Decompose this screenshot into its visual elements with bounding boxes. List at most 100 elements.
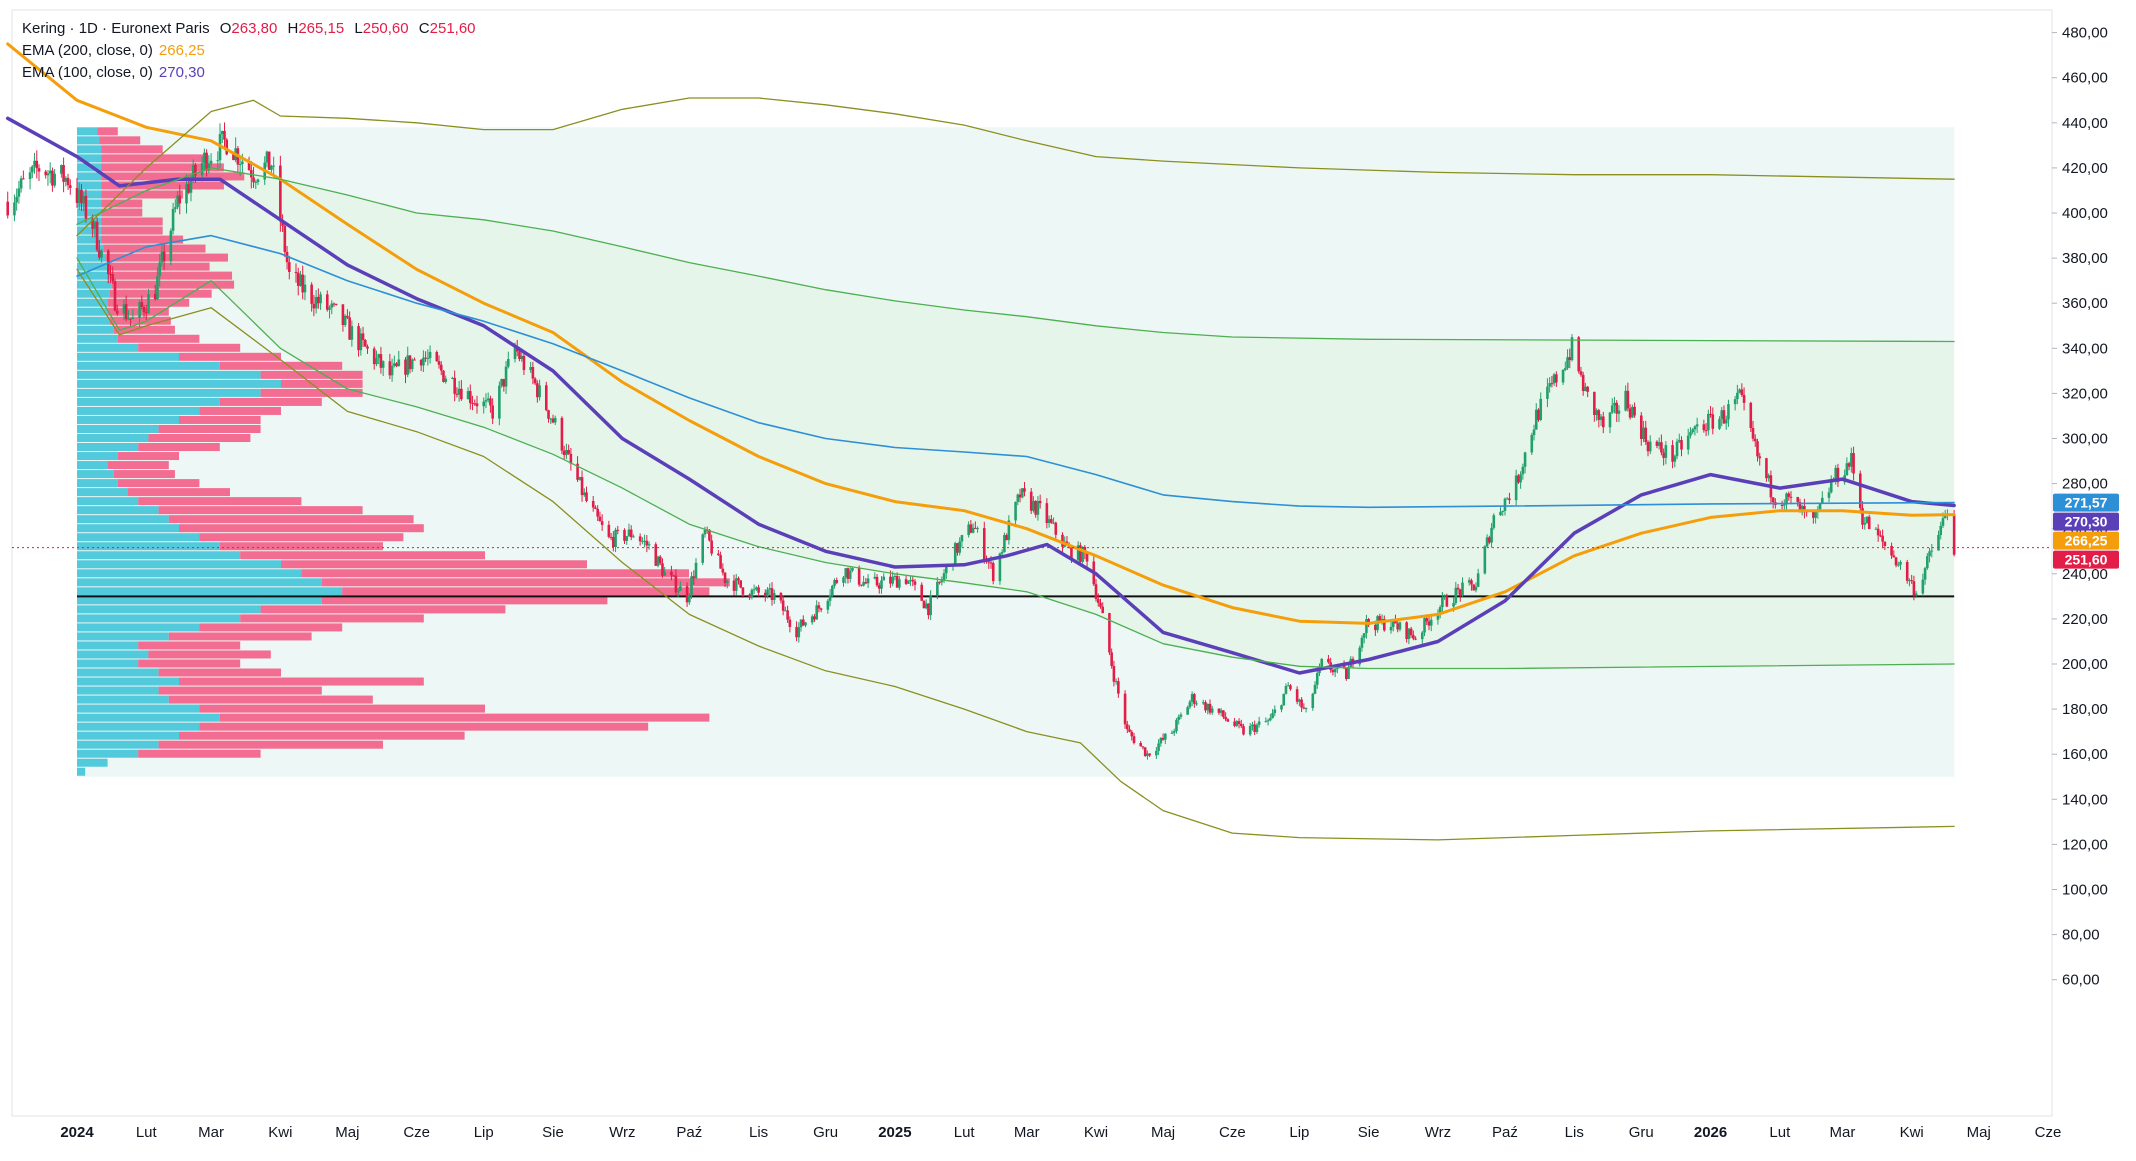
candle-body xyxy=(895,575,899,588)
y-tick-label: 100,00 xyxy=(2062,882,2108,899)
candle-body xyxy=(1631,406,1634,418)
candle-body xyxy=(127,318,130,320)
candle-body xyxy=(457,388,461,395)
y-tick-label: 420,00 xyxy=(2062,160,2108,177)
candle-body xyxy=(580,477,584,496)
candle-body xyxy=(768,588,772,590)
vp-bar-buy xyxy=(77,578,322,587)
candle-body xyxy=(1177,716,1181,720)
candle-body xyxy=(732,580,736,591)
candle-body xyxy=(1342,665,1346,669)
vp-bar-buy xyxy=(77,343,139,352)
candle-body xyxy=(1233,721,1236,726)
vp-bar-sell xyxy=(199,623,343,632)
candle-body xyxy=(862,582,865,586)
candle-body xyxy=(1787,493,1791,497)
candle-body xyxy=(1722,410,1726,424)
candle-body xyxy=(770,588,774,601)
vp-bar-buy xyxy=(77,524,179,533)
candle-body xyxy=(882,576,886,581)
vp-bar-sell xyxy=(199,533,404,542)
candle-body xyxy=(169,230,173,261)
plot-frame xyxy=(11,9,2053,1117)
candle-body xyxy=(46,173,50,176)
vp-bar-buy xyxy=(77,154,102,163)
candle-body xyxy=(1374,624,1377,631)
y-tick-label: 140,00 xyxy=(2062,791,2108,808)
candle-body xyxy=(1269,718,1272,721)
vp-bar-buy xyxy=(77,163,102,172)
vp-bar-buy xyxy=(77,217,102,226)
vp-bar-sell xyxy=(101,199,143,208)
candle-body xyxy=(1847,463,1851,467)
vp-bar-buy xyxy=(77,145,102,154)
legend-ema200-row[interactable]: EMA (200, close, 0) 266,25 xyxy=(22,40,476,62)
candle-body xyxy=(1517,475,1520,483)
vp-bar-sell xyxy=(99,136,141,145)
candle-body xyxy=(679,586,682,591)
candle-body xyxy=(1110,652,1113,666)
candle-body xyxy=(864,582,868,584)
vp-bar-buy xyxy=(77,199,102,208)
candle-body xyxy=(1639,415,1643,439)
candle-body xyxy=(1163,733,1167,740)
candle-body xyxy=(1398,622,1402,630)
candle-body xyxy=(866,578,870,584)
vp-bar-buy xyxy=(77,758,108,767)
legend-ema100-row[interactable]: EMA (100, close, 0) 270,30 xyxy=(22,62,476,84)
y-tick-label: 220,00 xyxy=(2062,611,2108,628)
candle-body xyxy=(1441,597,1444,608)
vp-bar-sell xyxy=(101,172,245,181)
candle-body xyxy=(1081,546,1084,562)
candle-body xyxy=(799,619,803,628)
candle-body xyxy=(1114,681,1118,683)
candle-body xyxy=(1508,498,1511,501)
candle-body xyxy=(15,196,18,203)
candle-body xyxy=(1423,618,1426,633)
vp-bar-buy xyxy=(77,361,220,370)
upper-band-1-line xyxy=(76,167,1955,343)
candle-body xyxy=(223,130,226,140)
y-tick-label: 240,00 xyxy=(2062,566,2108,583)
candle-body xyxy=(692,576,696,579)
candle-body xyxy=(372,348,376,365)
vp-bar-sell xyxy=(342,587,710,596)
vp-bar-sell xyxy=(117,452,179,461)
candle-body xyxy=(1094,584,1098,600)
candle-body xyxy=(1237,721,1241,724)
candle-body xyxy=(1798,502,1802,513)
candle-body xyxy=(1420,632,1424,640)
candle-body xyxy=(1273,709,1277,714)
candle-body xyxy=(788,619,792,627)
x-tick-label: Sie xyxy=(542,1124,564,1141)
candle-body xyxy=(991,563,995,582)
candle-body xyxy=(1867,516,1871,530)
vp-bar-sell xyxy=(105,253,228,262)
candle-body xyxy=(283,225,287,252)
candle-body xyxy=(1566,357,1569,369)
candle-body xyxy=(1850,453,1853,467)
candle-body xyxy=(1226,719,1230,722)
vp-bar-sell xyxy=(260,605,506,614)
ema100-value: 270,30 xyxy=(158,64,205,81)
vp-bar-buy xyxy=(77,650,149,659)
candle-body xyxy=(53,173,56,186)
candle-body xyxy=(1662,452,1665,458)
candle-body xyxy=(422,357,425,366)
candle-body xyxy=(1829,481,1833,493)
x-tick-label: Paź xyxy=(676,1124,702,1141)
candle-body xyxy=(1458,589,1462,596)
symbol-label[interactable]: Kering · 1D · Euronext Paris xyxy=(22,20,210,37)
candle-body xyxy=(1210,708,1214,713)
price-tags: 271,57 270,30 266,25 251,60 xyxy=(2053,493,2119,569)
candle-body xyxy=(1530,435,1534,453)
candle-body xyxy=(629,529,633,538)
candle-body xyxy=(451,377,454,379)
vp-bar-buy xyxy=(77,641,139,650)
vp-bar-sell xyxy=(168,695,373,704)
candle-body xyxy=(1876,528,1880,536)
candle-body xyxy=(1206,703,1210,711)
candle-body xyxy=(857,567,861,585)
